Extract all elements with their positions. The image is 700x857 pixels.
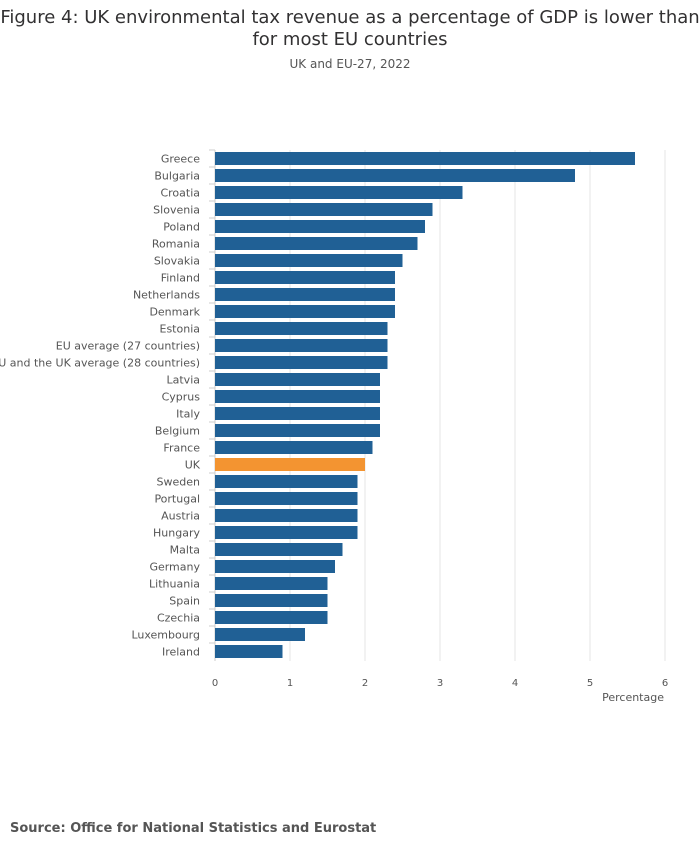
bar xyxy=(215,305,395,318)
category-label: EU average (27 countries) xyxy=(56,340,200,353)
category-label: France xyxy=(163,442,200,455)
category-label: Italy xyxy=(176,408,200,421)
category-label: Slovakia xyxy=(154,255,200,268)
x-tick-label: 5 xyxy=(587,678,593,689)
x-tick-label: 2 xyxy=(362,678,368,689)
category-label: EU and the UK average (28 countries) xyxy=(0,357,200,370)
bar xyxy=(215,611,328,624)
bar xyxy=(215,492,358,505)
bar xyxy=(215,152,635,165)
category-labels: Greece Bulgaria Croatia Slovenia Poland Roman… xyxy=(0,153,201,659)
category-label: Latvia xyxy=(167,374,201,387)
bar xyxy=(215,356,388,369)
x-tick-label: 4 xyxy=(512,678,518,689)
category-label: Slovenia xyxy=(153,204,200,217)
category-label: Austria xyxy=(161,510,200,523)
category-label: Luxembourg xyxy=(131,629,200,642)
bar xyxy=(215,169,575,182)
source-note: Source: Office for National Statistics a… xyxy=(10,821,377,836)
bar xyxy=(215,203,433,216)
category-label: Malta xyxy=(170,544,200,557)
gridlines xyxy=(209,149,666,661)
bar xyxy=(215,237,418,250)
category-label: Hungary xyxy=(153,527,200,540)
category-label: Spain xyxy=(169,595,200,608)
bar xyxy=(215,475,358,488)
x-tick-label: 0 xyxy=(212,678,218,689)
bar xyxy=(215,645,283,658)
bar xyxy=(215,271,395,284)
category-label: Greece xyxy=(161,153,200,166)
category-label: Romania xyxy=(152,238,200,251)
category-label: Sweden xyxy=(157,476,200,489)
bar xyxy=(215,509,358,522)
category-label: Netherlands xyxy=(133,289,200,302)
x-axis-ticks: 0 1 2 3 4 5 6 xyxy=(212,678,668,689)
x-tick-label: 3 xyxy=(437,678,443,689)
bar xyxy=(215,560,335,573)
bar xyxy=(215,390,380,403)
bar xyxy=(215,186,463,199)
bar xyxy=(215,543,343,556)
bar xyxy=(215,441,373,454)
x-tick-label: 6 xyxy=(662,678,668,689)
x-axis-title: Percentage xyxy=(602,691,664,704)
bar xyxy=(215,339,388,352)
bar xyxy=(215,577,328,590)
bar xyxy=(215,254,403,267)
category-label: Germany xyxy=(149,561,200,574)
category-label: Croatia xyxy=(160,187,200,200)
category-label: Poland xyxy=(163,221,200,234)
x-tick-label: 1 xyxy=(287,678,293,689)
bar xyxy=(215,407,380,420)
bar xyxy=(215,322,388,335)
bar-chart: Greece Bulgaria Croatia Slovenia Poland Roman… xyxy=(0,149,668,704)
bar xyxy=(215,594,328,607)
category-label: Ireland xyxy=(162,646,200,659)
category-label: Estonia xyxy=(160,323,201,336)
category-label: UK xyxy=(185,459,201,472)
category-label: Cyprus xyxy=(162,391,201,404)
bar xyxy=(215,424,380,437)
bars xyxy=(215,152,635,658)
bar xyxy=(215,526,358,539)
category-label: Belgium xyxy=(155,425,200,438)
category-label: Finland xyxy=(161,272,200,285)
bar xyxy=(215,628,305,641)
category-label: Czechia xyxy=(157,612,200,625)
chart-subtitle: UK and EU-27, 2022 xyxy=(289,57,411,71)
category-label: Denmark xyxy=(149,306,200,319)
category-label: Lithuania xyxy=(149,578,200,591)
category-label: Bulgaria xyxy=(154,170,200,183)
bar xyxy=(215,373,380,386)
category-label: Portugal xyxy=(154,493,200,506)
bar xyxy=(215,458,365,471)
bar xyxy=(215,220,425,233)
bar xyxy=(215,288,395,301)
chart-title: Figure 4: UK environmental tax revenue a… xyxy=(0,7,700,50)
